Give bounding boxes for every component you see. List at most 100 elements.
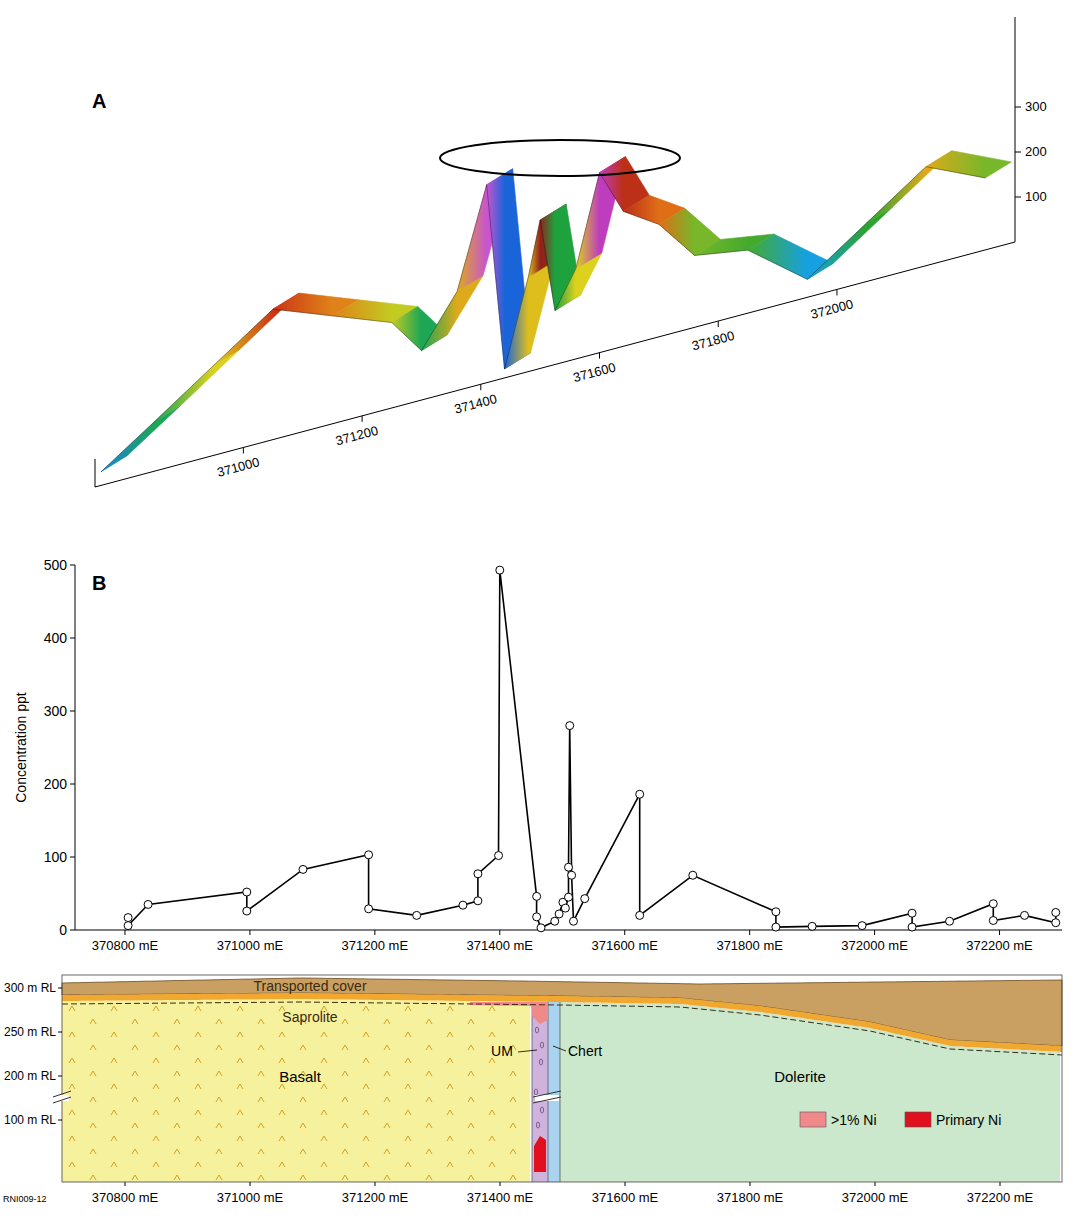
x-tick [500,1182,501,1186]
x-tick [836,289,837,295]
y-tick [70,784,75,785]
x-tick-label: 371200 [334,423,380,449]
surface-strip [807,207,892,279]
surface-strip [422,276,484,351]
point [144,900,152,908]
legend-swatch [905,1112,931,1127]
unit-label: Basalt [279,1068,322,1085]
x-tick [374,930,375,935]
panel-letter: A [92,90,106,112]
point [1021,911,1029,919]
y-tick-label: 300 [44,703,68,719]
x-label: 371800 mE [717,1190,784,1205]
leader [553,1046,566,1051]
point [908,909,916,917]
section-frame [62,975,1062,1182]
basalt [62,999,530,1182]
data [124,566,1060,932]
point [989,917,997,925]
point [124,914,132,922]
rl-tick [58,1032,62,1033]
point [772,923,780,931]
x-tick [718,321,719,327]
contact [532,1000,533,1182]
x-tick [250,1182,251,1186]
x-tick-label: 372200 mE [966,938,1033,953]
y-tick-label: 500 [44,557,68,573]
point [569,917,577,925]
x-tick-label: 371600 [571,359,617,385]
x-tick [124,930,125,935]
point [568,871,576,879]
surface [101,151,1011,472]
point [243,888,251,896]
z-axis [1015,17,1016,242]
x-tick [362,416,363,422]
y-axis-title: Concentration ppt [13,692,29,803]
point [1052,919,1060,927]
unit-label: Dolerite [774,1068,826,1085]
z-tick-label: 200 [1025,144,1047,159]
leader [518,1050,537,1052]
point [689,871,697,879]
point [636,911,644,919]
x-tick [599,353,600,359]
x-tick [375,1182,376,1186]
point [413,911,421,919]
y-tick [70,565,75,566]
point [1052,908,1060,916]
x-tick-label: 371000 mE [217,938,284,953]
point [989,900,997,908]
z-tick [1015,107,1021,108]
point [772,908,780,916]
frame-edge [95,459,96,487]
point [555,910,563,918]
panel-letter: B [92,572,106,594]
x-tick [480,384,481,390]
x-tick-label: 372000 mE [841,938,908,953]
point [808,922,816,930]
ultramafic [532,1002,548,1182]
ni-enriched-zone [470,1002,548,1024]
break-mark [533,1091,561,1097]
x-label: 371200 mE [342,1190,409,1205]
point [908,923,916,931]
y-tick [70,930,75,931]
point [124,922,132,930]
point [299,865,307,873]
x-tick-label: 371800 [690,328,736,354]
x-tick-label: 371400 [453,391,499,417]
z-tick-label: 300 [1025,99,1047,114]
x-tick-label: 371400 mE [467,938,534,953]
point [365,851,373,859]
um-texture [536,1122,539,1128]
y-axis [75,565,76,930]
um-texture [540,1042,543,1048]
saprolite [62,993,1062,1052]
unit-label: Transported cover [253,978,366,994]
um-texture [539,1059,542,1065]
x-label: 371600 mE [592,1190,659,1205]
surface-strip [154,349,239,421]
point [561,904,569,912]
panel-b: 0100200300400500370800 mE371000 mE371200… [13,557,1062,953]
x-label: 371400 mE [467,1190,534,1205]
point [533,892,541,900]
figure-id: RNI009-12 [3,1194,47,1204]
legend-label: >1% Ni [831,1112,877,1128]
y-tick [70,857,75,858]
point [474,870,482,878]
x-label: 371000 mE [217,1190,284,1205]
z-tick-label: 100 [1025,189,1047,204]
rl-label: 200 m RL [4,1069,56,1083]
x-label: 372200 mE [967,1190,1034,1205]
point [858,922,866,930]
point [565,863,573,871]
z-tick [1015,197,1021,198]
point [537,924,545,932]
break-mark [53,1091,71,1097]
surface-edge [101,167,985,472]
surface-strip [101,406,180,472]
z-tick [1015,152,1021,153]
y-tick-label: 200 [44,776,68,792]
